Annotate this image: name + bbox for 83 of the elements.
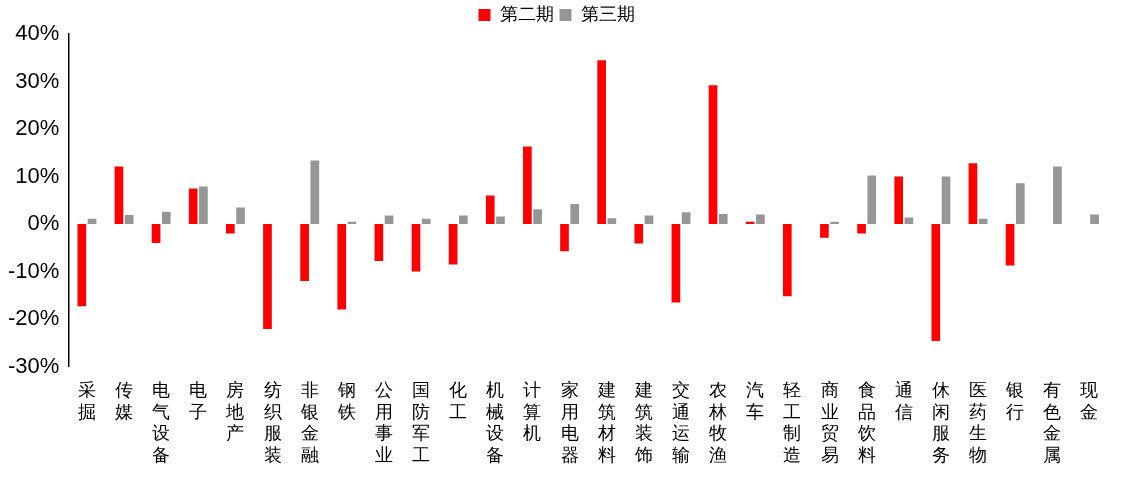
bar (236, 207, 245, 225)
x-tick-label: 建筑装饰 (633, 379, 653, 465)
bar (124, 215, 134, 225)
x-tick-label: 机械设备 (486, 379, 505, 465)
bar (421, 218, 431, 225)
x-tick-label: 家用电器 (560, 379, 579, 465)
x-tick-label: 国防军工 (412, 379, 431, 465)
bar (151, 224, 161, 244)
x-tick-label: 商业贸易 (820, 379, 839, 465)
bar (570, 204, 580, 225)
bar (1053, 166, 1062, 225)
legend-label: 第二期 (499, 2, 554, 24)
x-tick-label: 建筑材料 (596, 379, 616, 465)
x-tick-label: 公用事业 (374, 379, 393, 465)
bar (867, 175, 877, 225)
bar (1015, 183, 1025, 225)
y-tick-label: 20% (15, 115, 60, 141)
bar (496, 216, 505, 225)
y-tick-label: 40% (15, 20, 60, 46)
bar (310, 160, 320, 225)
y-tick-label: 30% (15, 67, 60, 93)
bar (1005, 224, 1015, 266)
bar (904, 217, 914, 225)
bar (681, 212, 691, 225)
bar (485, 195, 495, 225)
x-tick-label: 钢铁 (336, 379, 356, 422)
bar (820, 224, 829, 238)
bar (718, 214, 728, 225)
bar (188, 188, 198, 225)
x-tick-label: 化工 (449, 379, 468, 422)
bar (533, 209, 542, 225)
bar (114, 166, 124, 225)
bar (199, 186, 208, 225)
x-tick-label: 银行 (1005, 379, 1025, 422)
x-tick-label: 纺织服装 (263, 379, 282, 465)
bar (671, 224, 681, 303)
bar (597, 60, 606, 225)
bar (894, 176, 904, 225)
x-tick-label: 食品饮料 (856, 379, 876, 465)
y-tick-label: -20% (8, 305, 60, 331)
x-tick-label: 电子 (189, 379, 208, 422)
bar (931, 224, 941, 341)
y-tick-label: 10% (15, 162, 60, 188)
bar (708, 85, 718, 225)
bar (1090, 214, 1099, 225)
x-tick-label: 有色金属 (1043, 379, 1062, 465)
x-tick-label: 通信 (894, 379, 913, 422)
bar (756, 214, 765, 225)
x-tick-label: 休闲服务 (931, 379, 950, 465)
x-tick-label: 传媒 (115, 379, 134, 422)
bar (523, 146, 532, 225)
bar (941, 176, 951, 225)
x-tick-label: 电气设备 (152, 379, 171, 465)
x-tick-label: 医药生物 (969, 379, 988, 465)
bar (607, 218, 617, 225)
x-tick-label: 房地产 (225, 379, 245, 444)
bar (411, 224, 421, 272)
x-tick-label: 现金 (1080, 379, 1099, 422)
bar (337, 224, 347, 310)
x-tick-label: 交通运输 (672, 379, 690, 465)
bar (857, 224, 866, 234)
bar (448, 224, 458, 265)
y-tick-label: 0% (27, 210, 60, 236)
y-tick-label: -30% (8, 352, 60, 378)
x-tick-label: 非银金融 (299, 379, 319, 465)
y-tick-label: -10% (8, 257, 60, 283)
bar (458, 215, 468, 225)
x-tick-label: 计算机 (523, 379, 542, 444)
bar (300, 224, 309, 282)
legend-label: 第三期 (580, 2, 635, 24)
bar (226, 224, 235, 234)
x-tick-label: 汽车 (746, 379, 765, 422)
bar (77, 224, 87, 307)
bar (263, 224, 272, 330)
x-tick-label: 采掘 (77, 379, 96, 422)
bar (374, 224, 384, 262)
bar (161, 211, 171, 225)
bar (634, 224, 644, 244)
bar (968, 163, 978, 225)
x-tick-label: 农林牧渔 (708, 379, 728, 465)
bar (782, 224, 792, 297)
x-tick-label: 轻工制造 (783, 379, 802, 465)
bar (560, 224, 569, 252)
